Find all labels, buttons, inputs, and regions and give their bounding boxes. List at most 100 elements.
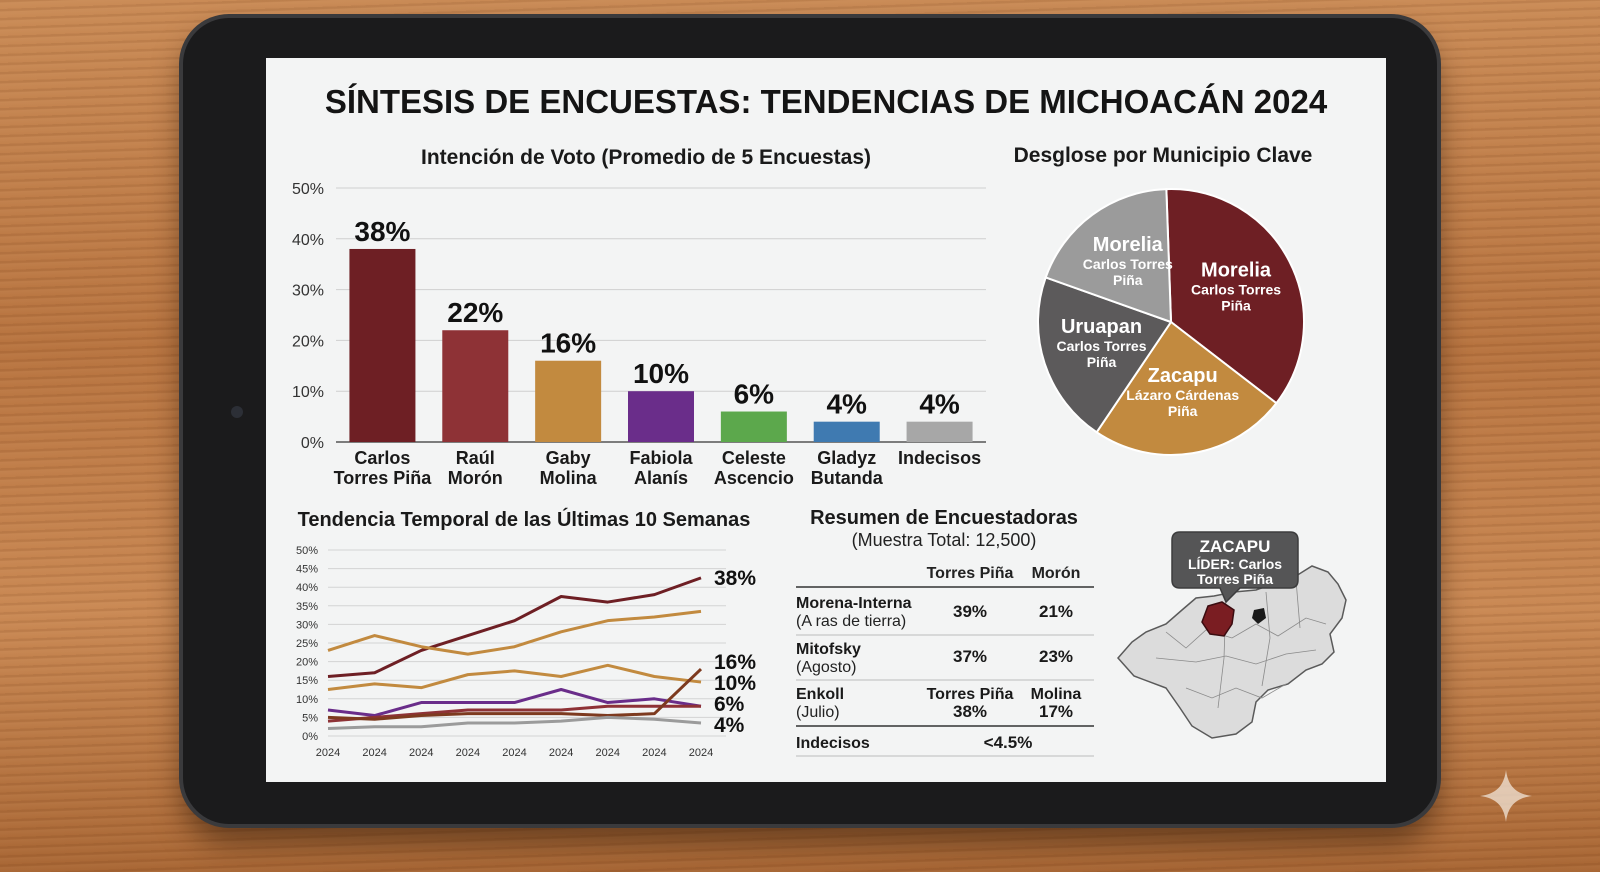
callout-leader: Torres Piña [1197, 571, 1273, 587]
trend-end-label: 4% [714, 714, 745, 737]
pollster-detail: (Julio) [796, 704, 840, 721]
bar-value-label: 38% [354, 216, 410, 247]
front-camera [231, 406, 243, 418]
pie-slice [1095, 320, 1278, 456]
pie-slice-candidate: Piña [1087, 354, 1117, 370]
trend-line [327, 667, 703, 721]
pollster-value: 37% [953, 647, 987, 666]
trend-line [327, 704, 701, 723]
undecided-label: Indecisos [796, 735, 870, 752]
x-tick-label: 2024 [409, 747, 433, 759]
undecided-value: <4.5% [984, 733, 1033, 752]
x-tick-label: 2024 [689, 747, 713, 759]
pollster-detail: (A ras de tierra) [796, 613, 906, 630]
tablet-screen: SÍNTESIS DE ENCUESTAS: TENDENCIAS DE MIC… [266, 58, 1386, 782]
x-tick-label: 2024 [642, 747, 666, 759]
callout-city: ZACAPU [1200, 537, 1271, 556]
trend-end-label: 16% [714, 651, 756, 674]
y-tick-label: 20% [292, 333, 324, 350]
morelia-region [1252, 608, 1266, 624]
bar [813, 421, 880, 442]
pie-slice-candidate: Carlos Torres [1057, 338, 1147, 354]
bar-chart-title: Intención de Voto (Promedio de 5 Encuest… [421, 146, 871, 169]
y-tick-label: 20% [296, 657, 318, 669]
y-tick-label: 0% [302, 731, 318, 743]
summary-title: Resumen de Encuestadoras [810, 507, 1078, 529]
bar-category-label: Morón [448, 468, 503, 488]
bar-chart: Intención de Voto (Promedio de 5 Encuest… [292, 146, 986, 488]
y-tick-label: 30% [292, 283, 324, 300]
pollster-value: 17% [1039, 702, 1073, 721]
summary-subtitle: (Muestra Total: 12,500) [852, 530, 1037, 550]
pie-slice-city: Morelia [1201, 260, 1272, 282]
y-tick-label: 45% [296, 564, 318, 576]
pollster-name: Morena-Interna [796, 595, 912, 612]
x-tick-label: 2024 [502, 747, 526, 759]
line-chart-title: Tendencia Temporal de las Últimas 10 Sem… [298, 507, 751, 531]
summary-col-moron: Morón [1032, 565, 1081, 582]
pie-slice-candidate: Carlos Torres [1191, 282, 1281, 298]
pie-chart: Desglose por Municipio Clave MoreliaCarl… [1014, 144, 1313, 456]
pie-slice-candidate: Piña [1221, 298, 1251, 314]
bar [720, 411, 787, 442]
bar-category-label: Raúl [456, 448, 495, 468]
bar-category-label: Molina [540, 468, 598, 488]
pollster-value: 21% [1039, 602, 1073, 621]
bar [906, 421, 973, 442]
bar-value-label: 10% [633, 358, 689, 389]
sparkle-icon [1480, 770, 1532, 822]
y-tick-label: 25% [296, 638, 318, 650]
michoacan-map: ZACAPU LÍDER: Carlos Torres Piña [1117, 531, 1347, 739]
trend-end-label: 6% [714, 693, 745, 716]
pie-slice-city: Uruapan [1061, 316, 1142, 338]
pie-chart-title: Desglose por Municipio Clave [1014, 144, 1313, 167]
bar-category-label: Ascencio [714, 468, 794, 488]
bar-category-label: Gaby [546, 448, 591, 468]
bar-value-label: 16% [540, 328, 596, 359]
y-tick-label: 35% [296, 601, 318, 613]
bar-value-label: 22% [447, 297, 503, 328]
pie-slice-city: Zacapu [1148, 365, 1218, 387]
y-tick-label: 10% [296, 694, 318, 706]
bar-category-label: Indecisos [898, 448, 981, 468]
state-outline [1117, 565, 1347, 739]
bar-category-label: Torres Piña [334, 468, 433, 488]
pollster-name: Mitofsky [796, 641, 861, 658]
bar-category-label: Butanda [811, 468, 884, 488]
x-tick-label: 2024 [596, 747, 620, 759]
infographic: SÍNTESIS DE ENCUESTAS: TENDENCIAS DE MIC… [292, 83, 1347, 759]
pollster-name: Enkoll [796, 686, 844, 703]
map-callout [1171, 531, 1299, 604]
bar-category-label: Celeste [722, 448, 786, 468]
bar-category-label: Carlos [354, 448, 410, 468]
trend-line [327, 715, 702, 731]
pollster-value: 23% [1039, 647, 1073, 666]
bar-value-label: 4% [826, 389, 867, 420]
bar-category-label: Gladyz [817, 448, 876, 468]
zacapu-region [1201, 601, 1235, 637]
y-tick-label: 10% [292, 384, 324, 401]
x-tick-label: 2024 [456, 747, 480, 759]
bar [349, 248, 416, 442]
pie-slice [1037, 276, 1173, 434]
pie-slice [1165, 188, 1305, 405]
trend-line [327, 663, 702, 691]
y-tick-label: 15% [296, 675, 318, 687]
y-tick-label: 50% [296, 545, 318, 557]
y-tick-label: 50% [292, 181, 324, 198]
pollster-value: 39% [953, 602, 987, 621]
trend-line [327, 609, 702, 656]
trend-end-label: 38% [714, 567, 756, 590]
line-chart: Tendencia Temporal de las Últimas 10 Sem… [296, 507, 756, 759]
y-tick-label: 0% [301, 435, 324, 452]
page-title: SÍNTESIS DE ENCUESTAS: TENDENCIAS DE MIC… [325, 83, 1328, 120]
pollster-col-label: Molina [1031, 686, 1082, 703]
summary-col-torres: Torres Piña [927, 565, 1014, 582]
y-tick-label: 40% [292, 232, 324, 249]
callout-leader: LÍDER: Carlos [1188, 556, 1282, 572]
bar-category-label: Alanís [634, 468, 688, 488]
pollster-col-label: Torres Piña [927, 686, 1014, 703]
pie-slice-candidate: Lázaro Cárdenas [1126, 387, 1239, 403]
pie-slice-city: Morelia [1093, 234, 1164, 256]
tablet: SÍNTESIS DE ENCUESTAS: TENDENCIAS DE MIC… [183, 18, 1437, 824]
